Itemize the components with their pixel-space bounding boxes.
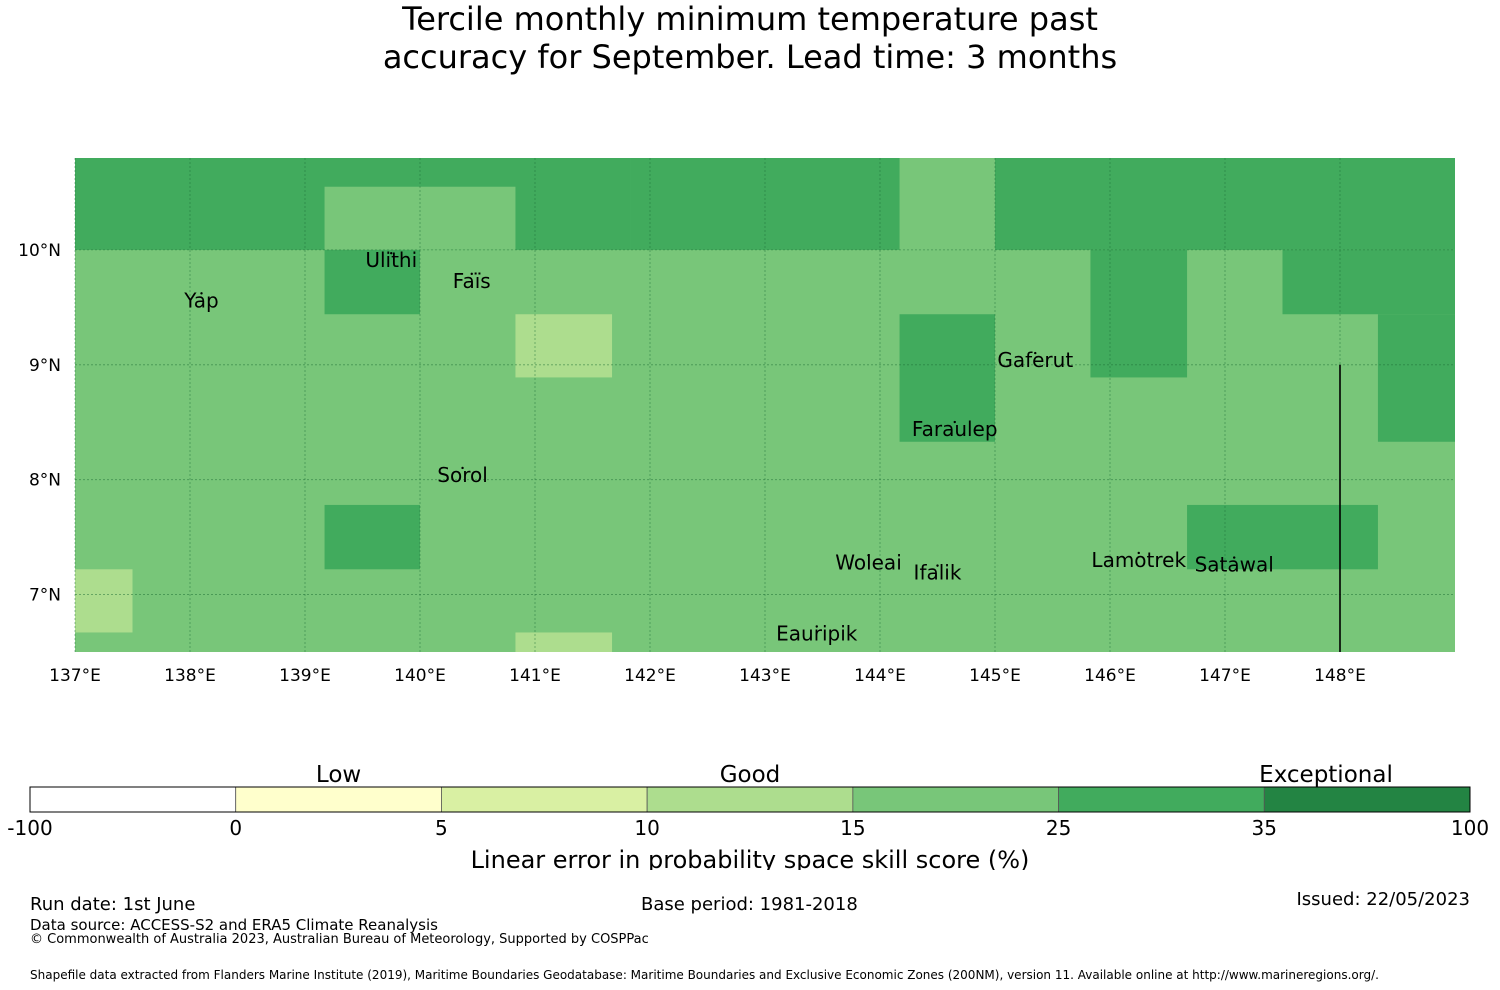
colorbar-segment-2 (441, 786, 648, 813)
colorbar-tick-7: 100 (1451, 816, 1489, 840)
colorbar-segment-4 (852, 786, 1059, 813)
lon-tick-label-144: 144°E (854, 666, 906, 686)
lon-tick-label-148: 148°E (1314, 666, 1366, 686)
colorbar-tick-3: 10 (634, 816, 659, 840)
lat-tick-label-9: 9°N (29, 356, 61, 376)
skill-cell-4 (324, 249, 420, 315)
island-marker-satawal (1233, 556, 1236, 559)
lon-tick-label-142: 142°E (624, 666, 676, 686)
lon-tick-label-146: 146°E (1084, 666, 1136, 686)
colorbar-category-good: Good (720, 762, 781, 788)
lon-tick-label-145: 145°E (969, 666, 1021, 686)
map-axes-layer: 137°E 138°E 139°E 140°E 141°E 142°E 143°E 144°E… (18, 241, 1366, 686)
island-marker-gaferut (1034, 351, 1037, 355)
island-label-gaferut: Gaferut (997, 348, 1073, 372)
base-period: Base period: 1981-2018 (641, 894, 858, 915)
island-marker-woleai (867, 554, 870, 557)
colorbar-tick-4: 15 (840, 816, 865, 840)
island-marker-ifalik (936, 564, 939, 567)
colorbar-segment-5 (1058, 786, 1265, 813)
skill-cell-8 (1282, 249, 1455, 315)
island-label-ulithi: Ulithi (365, 248, 417, 272)
island-label-satawal: Satawal (1195, 553, 1274, 577)
chart-title: Tercile monthly minimum temperature past… (0, 0, 1500, 76)
island-label-yap: Yap (183, 288, 218, 312)
title-line-1: Tercile monthly minimum temperature past (402, 0, 1098, 38)
skill-cell-10 (324, 504, 420, 570)
lon-tick-label-138: 138°E (164, 666, 216, 686)
skill-cell-13 (515, 632, 613, 652)
island-marker-faraulep (953, 420, 956, 424)
lat-tick-label-10: 10°N (18, 241, 61, 261)
lon-tick-label-140: 140°E (394, 666, 446, 686)
colorbar-segment-1 (235, 786, 442, 813)
island-label-faraulep: Faraulep (912, 417, 998, 441)
shapefile-credit: Shapefile data extracted from Flanders M… (30, 968, 1379, 982)
lon-tick-label-141: 141°E (509, 666, 561, 686)
island-labels-layer: Yap Ulithi Faïs Gaferut Faraulep Sorol Woleai I… (183, 248, 1274, 645)
island-label-faïs: Faïs (453, 269, 491, 293)
skill-cell-12 (75, 569, 133, 633)
run-date: Run date: 1st June (30, 894, 196, 915)
colorbar-category-low: Low (316, 762, 361, 788)
lat-tick-label-7: 7°N (29, 586, 61, 606)
data-source: Data source: ACCESS-S2 and ERA5 Climate … (30, 916, 438, 934)
island-label-ifalik: Ifalik (914, 561, 962, 585)
skill-cell-11 (1187, 504, 1378, 570)
colorbar-category-exceptional: Exceptional (1259, 762, 1393, 788)
lon-tick-label-143: 143°E (739, 666, 791, 686)
skill-cell-6 (899, 314, 995, 442)
island-label-lamotrek: Lamotrek (1091, 548, 1186, 572)
issued-date: Issued: 22/05/2023 (1296, 889, 1470, 910)
map-gridlines-layer (74, 158, 1455, 652)
colorbar-segment-3 (646, 786, 854, 813)
island-label-eauripik: Eauripik (776, 622, 858, 646)
map-cells-layer (75, 158, 1455, 652)
colorbar-segment-0 (29, 786, 237, 813)
island-marker-faïs (470, 272, 473, 276)
lon-tick-label-139: 139°E (279, 666, 331, 686)
colorbar-tick-6: 35 (1252, 816, 1277, 840)
island-label-woleai: Woleai (835, 550, 902, 574)
colorbar-tick-1: 0 (229, 816, 242, 840)
title-line-2: accuracy for September. Lead time: 3 mon… (382, 38, 1118, 76)
colorbar-tick-2: 5 (435, 816, 448, 840)
colorbar-label: Linear error in probability space skill … (471, 846, 1030, 870)
island-marker-sorol (461, 466, 464, 470)
island-label-sorol: Sorol (437, 463, 488, 487)
skill-cell-7 (1090, 249, 1188, 378)
skill-cell-9 (1377, 314, 1455, 442)
lon-tick-label-147: 147°E (1199, 666, 1251, 686)
colorbar: -100 0 5 10 15 25 35 100 Low Good Exceptional Linea… (7, 762, 1489, 870)
island-marker-lamotrek (1137, 551, 1140, 555)
lon-tick-label-137: 137°E (49, 666, 101, 686)
colorbar-tick-0: -100 (7, 816, 52, 840)
skill-map: Yap Ulithi Faïs Gaferut Faraulep Sorol Woleai I… (7, 158, 1489, 870)
island-marker-eauripik (815, 625, 818, 628)
colorbar-segment-6 (1263, 786, 1471, 813)
skill-cell-5 (515, 314, 613, 378)
lat-tick-label-8: 8°N (29, 471, 61, 491)
copyright: © Commonwealth of Australia 2023, Austra… (30, 932, 649, 947)
colorbar-frame (29, 786, 1471, 813)
island-marker-ulithi (390, 251, 393, 255)
island-marker-yap (200, 292, 203, 295)
colorbar-tick-5: 25 (1046, 816, 1071, 840)
